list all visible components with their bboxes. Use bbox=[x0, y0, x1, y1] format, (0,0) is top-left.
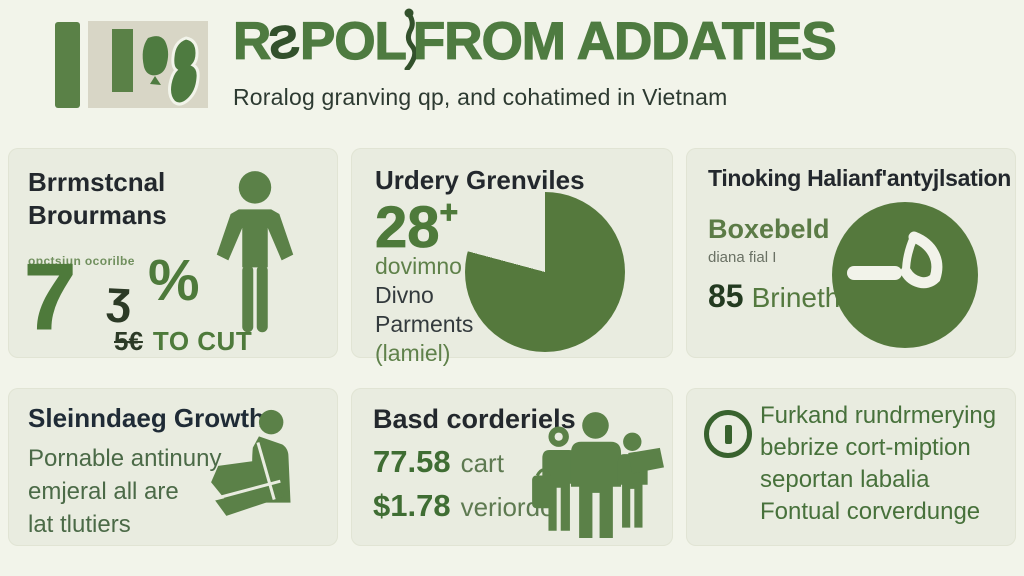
card3-stat-label: Brineth bbox=[751, 282, 841, 313]
card4-body: Pornable antinuny emjeral all are lat tl… bbox=[28, 442, 221, 541]
header: R Ƨ POL FROM ADDATIES Roralog granving qp, … bbox=[232, 8, 837, 111]
title-part-2: POL bbox=[299, 12, 407, 71]
card3-value-label: Boxebeld bbox=[708, 214, 830, 244]
card6-body: Furkand rundrmerying bebrize cort-miptio… bbox=[760, 400, 996, 528]
card6-line1: Furkand rundrmerying bbox=[760, 402, 997, 429]
card2-number: 28 bbox=[375, 195, 440, 260]
card2-caption-lines: dovimno Divno Parments (lamiel) bbox=[375, 252, 473, 368]
card-growth: Sleinndaeg Growths Pornable antinuny emj… bbox=[8, 388, 338, 546]
card5-stat1-label: cart bbox=[460, 448, 504, 478]
card3-stat: 85 Brineth bbox=[708, 278, 840, 315]
card2-line1: dovimno bbox=[375, 253, 462, 279]
card6-line3: seportan labalia bbox=[760, 466, 930, 493]
card3-title: Tinoking Halianf'antyjlsation bbox=[708, 165, 1012, 191]
standing-person-icon bbox=[216, 171, 294, 333]
card-pie-stat: Urdery Grenviles 28+ dovimno Divno Parme… bbox=[351, 148, 673, 366]
title-part-1: R bbox=[232, 12, 271, 71]
page-title: R Ƨ POL FROM ADDATIES bbox=[232, 8, 837, 76]
title-part-3: FROM ADDATIES bbox=[412, 12, 837, 71]
people-group-icon bbox=[532, 412, 664, 538]
card5-stat1: 77.58 cart bbox=[373, 444, 504, 480]
card2-title: Urdery Grenviles bbox=[375, 165, 585, 195]
card2-line3: Parments bbox=[375, 311, 474, 337]
card2-big-number: 28+ bbox=[375, 194, 459, 260]
card2-line4: (lamiel) bbox=[375, 340, 451, 366]
info-icon bbox=[704, 410, 752, 458]
title-glitch-glyph: Ƨ bbox=[265, 14, 303, 71]
info-icon-bar bbox=[724, 424, 732, 444]
card1-caption: opctsiun ocorilbe bbox=[28, 254, 135, 268]
card5-stat1-number: 77.58 bbox=[373, 444, 451, 479]
card6-line2: bebrize cort-miption bbox=[760, 434, 971, 461]
stats-grid: Brrmstcnal Brourmans opctsiun ocorilbe 7… bbox=[8, 148, 1016, 546]
card1-strike-value: 5€ bbox=[114, 326, 143, 356]
page-subtitle: Roralog granving qp, and cohatimed in Vi… bbox=[233, 84, 728, 110]
card1-title-line2: Brourmans bbox=[28, 200, 167, 231]
logo-inner-bar bbox=[112, 29, 133, 92]
sitting-person-icon bbox=[211, 409, 291, 516]
card1-big-digit: 7 bbox=[23, 244, 77, 349]
card1-glitch-digit: ʒ bbox=[105, 270, 133, 324]
percent-sign: % bbox=[148, 248, 200, 313]
card4-title: Sleinndaeg Growths bbox=[28, 403, 280, 433]
card-prices: Basd corderiels 77.58 cart $1.78 veriordo bbox=[351, 388, 673, 546]
card4-line3: lat tlutiers bbox=[28, 511, 131, 538]
logo-box bbox=[88, 21, 208, 108]
vietnam-map-icon bbox=[142, 36, 200, 106]
logo-bar bbox=[55, 22, 80, 108]
card5-title: Basd corderiels bbox=[373, 404, 576, 434]
card5-stat2-number: $1.78 bbox=[373, 488, 451, 523]
card1-title: Brrmstcnal Brourmans bbox=[28, 166, 167, 233]
pie-chart-icon bbox=[465, 192, 625, 352]
card4-line2: emjeral all are bbox=[28, 478, 179, 505]
card1-sub-stat: 5€ TO CUT bbox=[114, 326, 252, 357]
card-percentage-stat: Brrmstcnal Brourmans opctsiun ocorilbe 7… bbox=[8, 148, 338, 358]
gauge-circle-icon bbox=[832, 202, 978, 348]
card6-line4: Fontual corverdunge bbox=[760, 498, 981, 525]
card3-caption: diana fial I bbox=[708, 249, 777, 266]
card2-line2: Divno bbox=[375, 282, 434, 308]
brush-artifact-icon bbox=[404, 8, 416, 70]
card-circle-stat: Tinoking Halianf'antyjlsation Boxebeld d… bbox=[686, 148, 1016, 358]
card3-stat-number: 85 bbox=[708, 278, 744, 314]
card-note: Furkand rundrmerying bebrize cort-miptio… bbox=[686, 388, 1016, 546]
card4-line1: Pornable antinuny bbox=[28, 445, 222, 472]
card1-cta-label: TO CUT bbox=[152, 326, 253, 356]
card1-title-line1: Brrmstcnal bbox=[28, 167, 166, 197]
plus-sign: + bbox=[439, 194, 459, 230]
